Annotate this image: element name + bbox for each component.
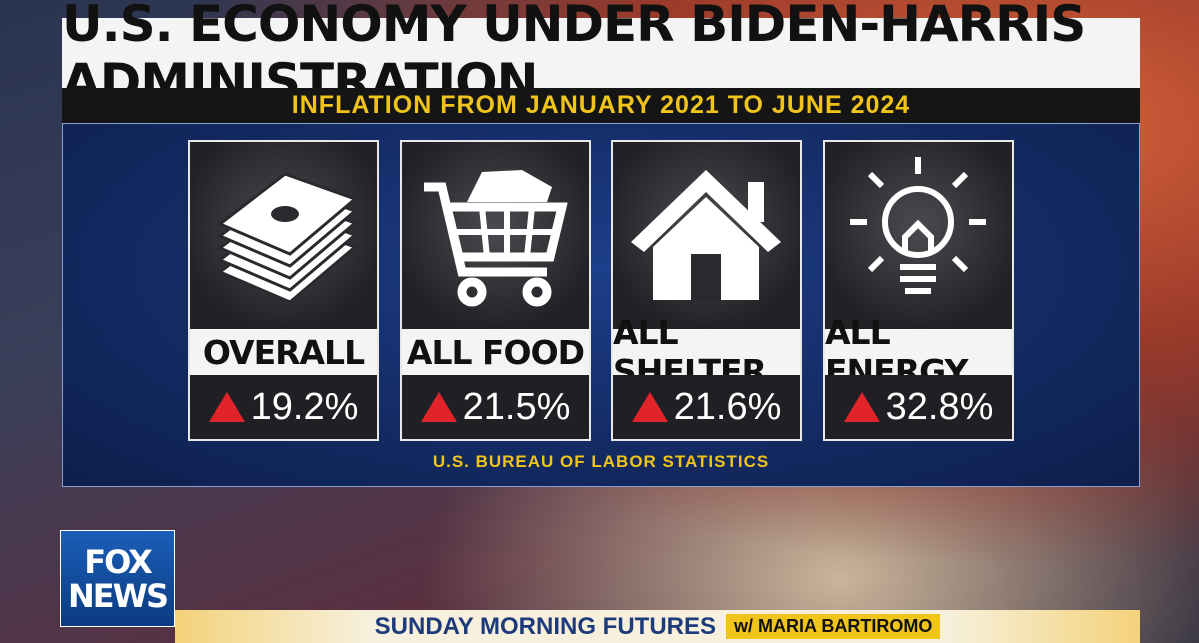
icon — [613, 142, 800, 329]
card-value: 19.2% — [250, 385, 359, 428]
up-triangle — [208, 392, 245, 422]
cart-icon — [424, 170, 568, 307]
ticker-bar: SUNDAY MORNING FUTURES w/ MARIA BARTIROM… — [175, 610, 1140, 643]
card-label: ALL FOOD — [402, 329, 589, 375]
card-label: ALL SHELTER — [613, 313, 800, 391]
money-icon — [217, 172, 358, 304]
show-name: SUNDAY MORNING FUTURES — [374, 612, 717, 640]
house-icon — [631, 170, 781, 300]
card: ALL ENERGY 32.8% — [823, 140, 1014, 441]
subtitle: INFLATION FROM JANUARY 2021 TO JUNE 2024 — [62, 88, 1140, 123]
up-triangle — [843, 392, 880, 422]
card-value-box: 21.5% — [402, 375, 589, 439]
card-label: ALL ENERGY — [825, 313, 1012, 391]
logo-line: FOX — [84, 543, 153, 581]
source: U.S. BUREAU OF LABOR STATISTICS — [432, 452, 770, 471]
card: OVERALL 19.2% — [188, 140, 379, 441]
card: ALL FOOD 21.5% — [400, 140, 591, 441]
host-name: w/ MARIA BARTIROMO — [726, 614, 941, 639]
icon — [190, 142, 377, 329]
title: U.S. ECONOMY UNDER BIDEN-HARRIS ADMINIST… — [62, 0, 1140, 111]
card: ALL SHELTER 21.6% — [611, 140, 802, 441]
card-value-box: 21.6% — [613, 375, 800, 439]
bulb-icon — [850, 157, 986, 294]
card-value: 32.8% — [885, 385, 994, 428]
card-value-box: 19.2% — [190, 375, 377, 439]
network-logo: FOX NEWS — [60, 530, 175, 627]
up-triangle — [420, 392, 457, 422]
card-value: 21.5% — [462, 385, 571, 428]
logo-line: NEWS — [68, 577, 169, 615]
icon — [402, 142, 589, 329]
card-label: OVERALL — [190, 329, 377, 375]
card-value-box: 32.8% — [825, 375, 1012, 439]
card-value: 21.6% — [673, 385, 782, 428]
icon — [825, 142, 1012, 329]
up-triangle — [631, 392, 668, 422]
